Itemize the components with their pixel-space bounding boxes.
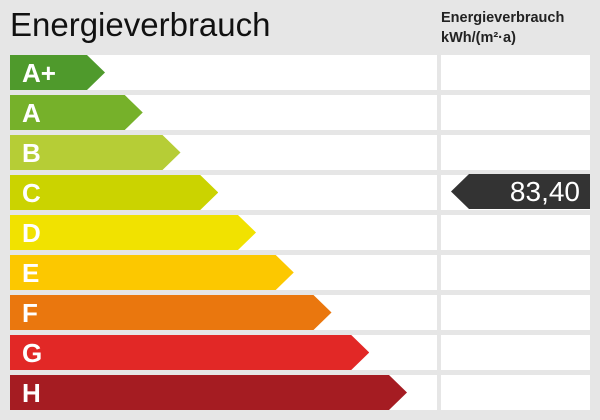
value-cell — [441, 255, 590, 290]
value-cell — [441, 295, 590, 330]
column-header-title: Energieverbrauch — [441, 10, 565, 26]
value-cell — [441, 335, 590, 370]
class-bar-a: A — [10, 95, 143, 130]
column-header: Energieverbrauch kWh/(m²·a) — [441, 8, 564, 48]
column-header-unit: kWh/(m²·a) — [441, 30, 516, 46]
value-cell — [441, 95, 590, 130]
value-cell — [441, 375, 590, 410]
class-label: A+ — [22, 58, 56, 88]
class-label: A — [22, 98, 41, 128]
class-label: F — [22, 298, 38, 328]
value-label: 83,40 — [509, 176, 580, 207]
class-bar-g: G — [10, 335, 370, 370]
class-label: H — [22, 378, 41, 408]
class-label: D — [22, 218, 41, 248]
class-label: B — [22, 138, 41, 168]
page-title: Energieverbrauch — [10, 6, 271, 43]
class-bar-b: B — [10, 135, 181, 170]
value-marker: 83,40 — [451, 174, 590, 209]
value-cell — [441, 135, 590, 170]
class-bar-c: C — [10, 175, 219, 210]
value-cell — [441, 215, 590, 250]
class-bar-d: D — [10, 215, 256, 250]
value-cell — [441, 55, 590, 90]
class-bar-e: E — [10, 255, 294, 290]
class-bar-h: H — [10, 375, 407, 410]
class-label: C — [22, 178, 41, 208]
class-label: E — [22, 258, 40, 288]
class-bar-f: F — [10, 295, 332, 330]
class-label: G — [22, 338, 43, 368]
class-bar-a-plus: A+ — [10, 55, 105, 90]
